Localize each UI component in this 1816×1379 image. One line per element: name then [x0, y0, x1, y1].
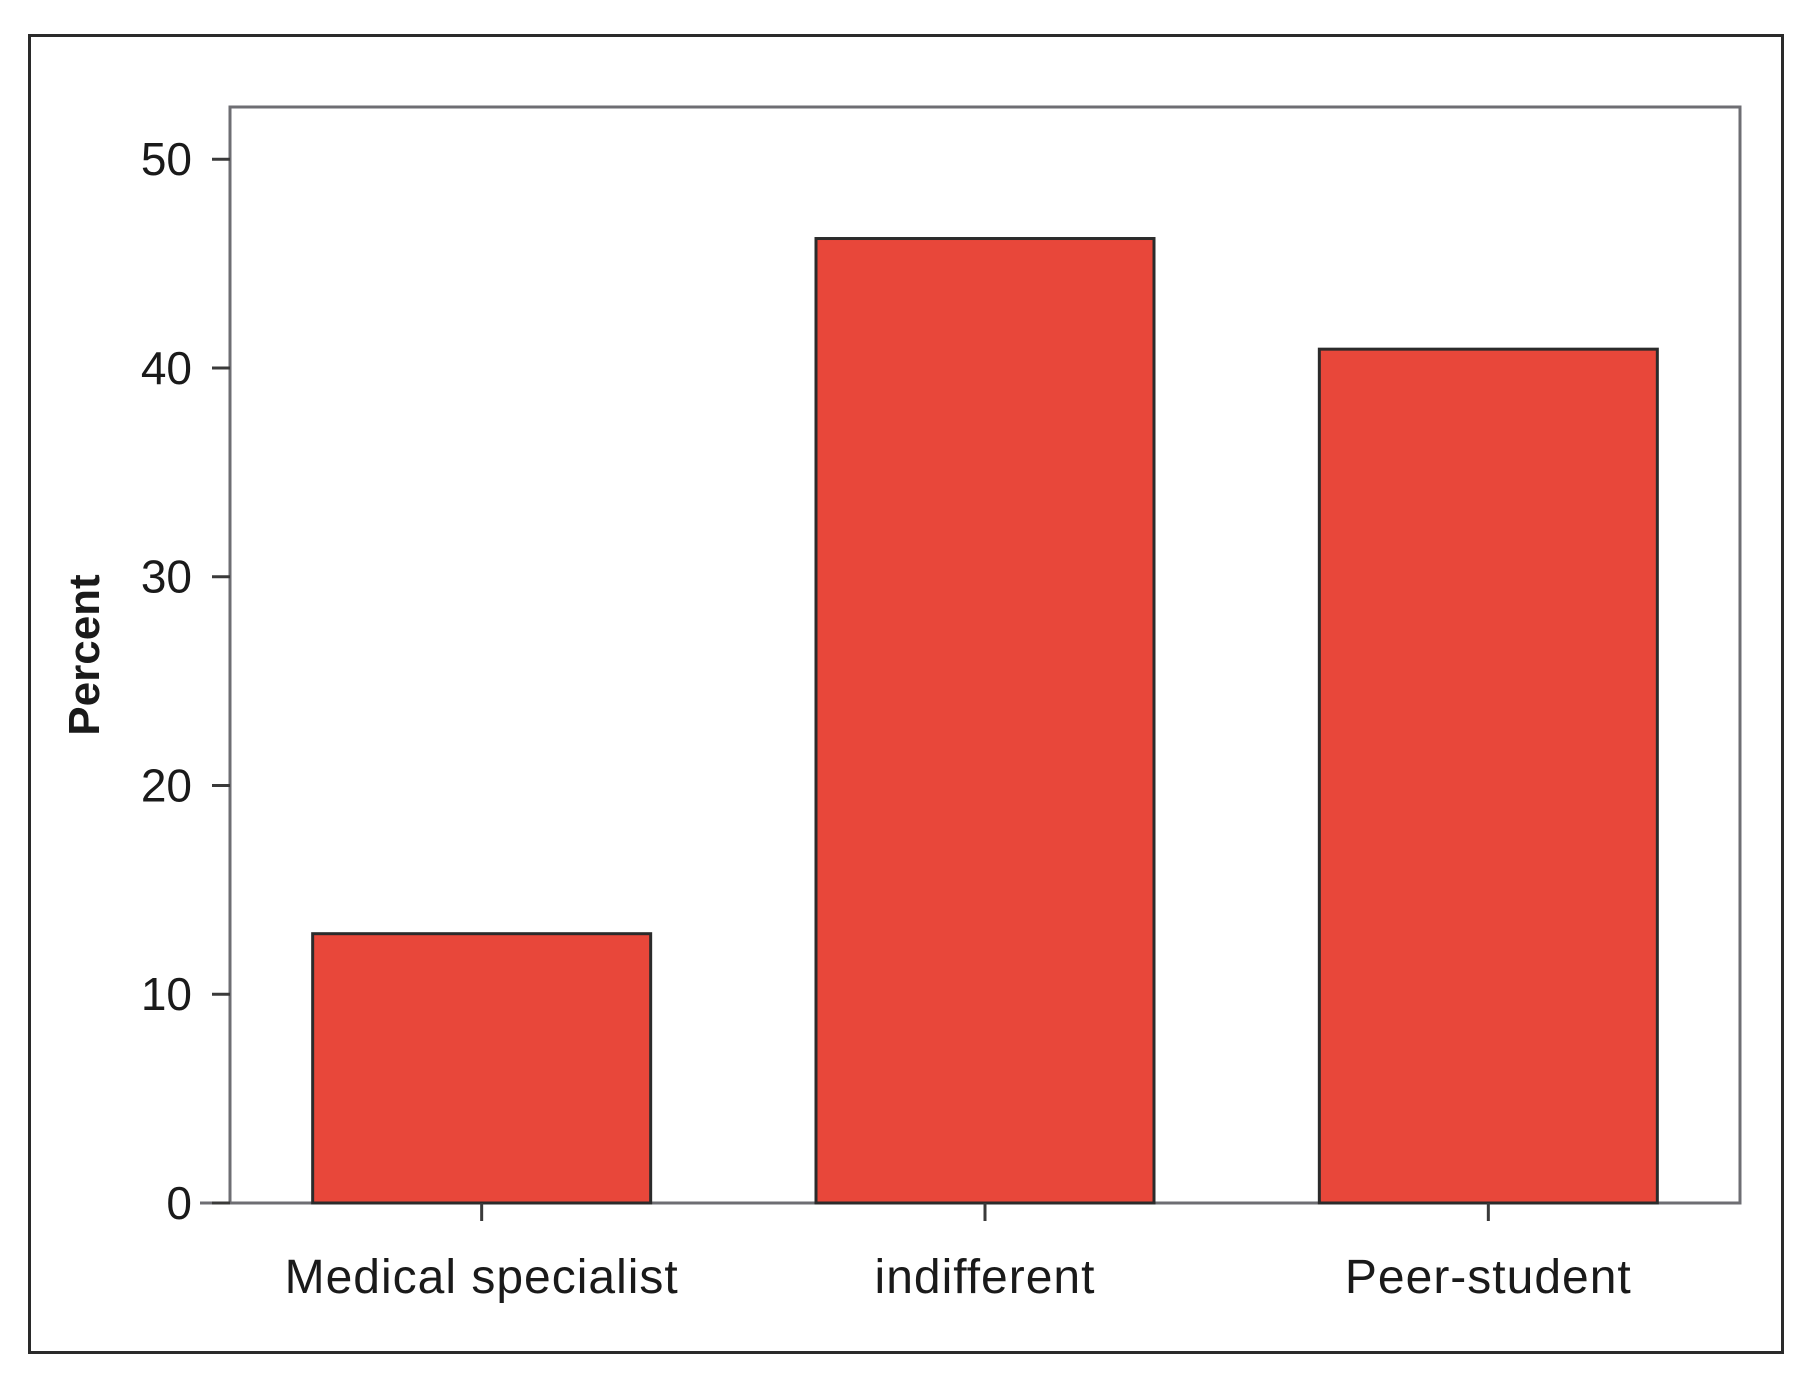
x-tick-label: Medical specialist: [285, 1251, 679, 1304]
y-tick-label: 40: [141, 342, 192, 394]
bar: [814, 237, 1156, 1205]
bars-group: [311, 237, 1659, 1205]
y-tick-label: 50: [141, 133, 192, 185]
bar: [311, 932, 653, 1205]
y-tick-label: 0: [166, 1177, 192, 1229]
x-tick-label: Peer-student: [1345, 1251, 1632, 1304]
y-tick-label: 30: [141, 551, 192, 603]
x-tick-label: indifferent: [875, 1251, 1096, 1304]
y-tick-label: 10: [141, 968, 192, 1020]
y-axis-title: Percent: [60, 574, 109, 736]
y-tick-label: 20: [141, 759, 192, 811]
ticks-group: 0 10 20 30 40 50 Medical specialist indifferent…: [141, 133, 1632, 1304]
bar: [1317, 347, 1659, 1205]
